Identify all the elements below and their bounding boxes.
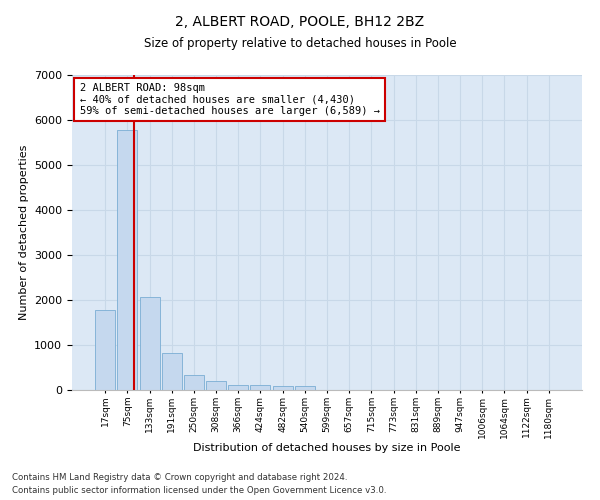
Bar: [95, 310, 115, 390]
Bar: [184, 374, 204, 390]
Text: Contains public sector information licensed under the Open Government Licence v3: Contains public sector information licen…: [12, 486, 386, 495]
Text: 2 ALBERT ROAD: 98sqm
← 40% of detached houses are smaller (4,430)
59% of semi-de: 2 ALBERT ROAD: 98sqm ← 40% of detached h…: [80, 83, 380, 116]
Bar: [250, 385, 271, 390]
Bar: [295, 386, 315, 390]
Bar: [206, 382, 226, 390]
Text: 2, ALBERT ROAD, POOLE, BH12 2BZ: 2, ALBERT ROAD, POOLE, BH12 2BZ: [175, 15, 425, 29]
Bar: [272, 386, 293, 390]
X-axis label: Distribution of detached houses by size in Poole: Distribution of detached houses by size …: [193, 443, 461, 453]
Text: Size of property relative to detached houses in Poole: Size of property relative to detached ho…: [143, 38, 457, 51]
Text: Contains HM Land Registry data © Crown copyright and database right 2024.: Contains HM Land Registry data © Crown c…: [12, 474, 347, 482]
Bar: [118, 130, 137, 390]
Bar: [162, 353, 182, 390]
Bar: [228, 384, 248, 390]
Bar: [140, 298, 160, 390]
Y-axis label: Number of detached properties: Number of detached properties: [19, 145, 29, 320]
